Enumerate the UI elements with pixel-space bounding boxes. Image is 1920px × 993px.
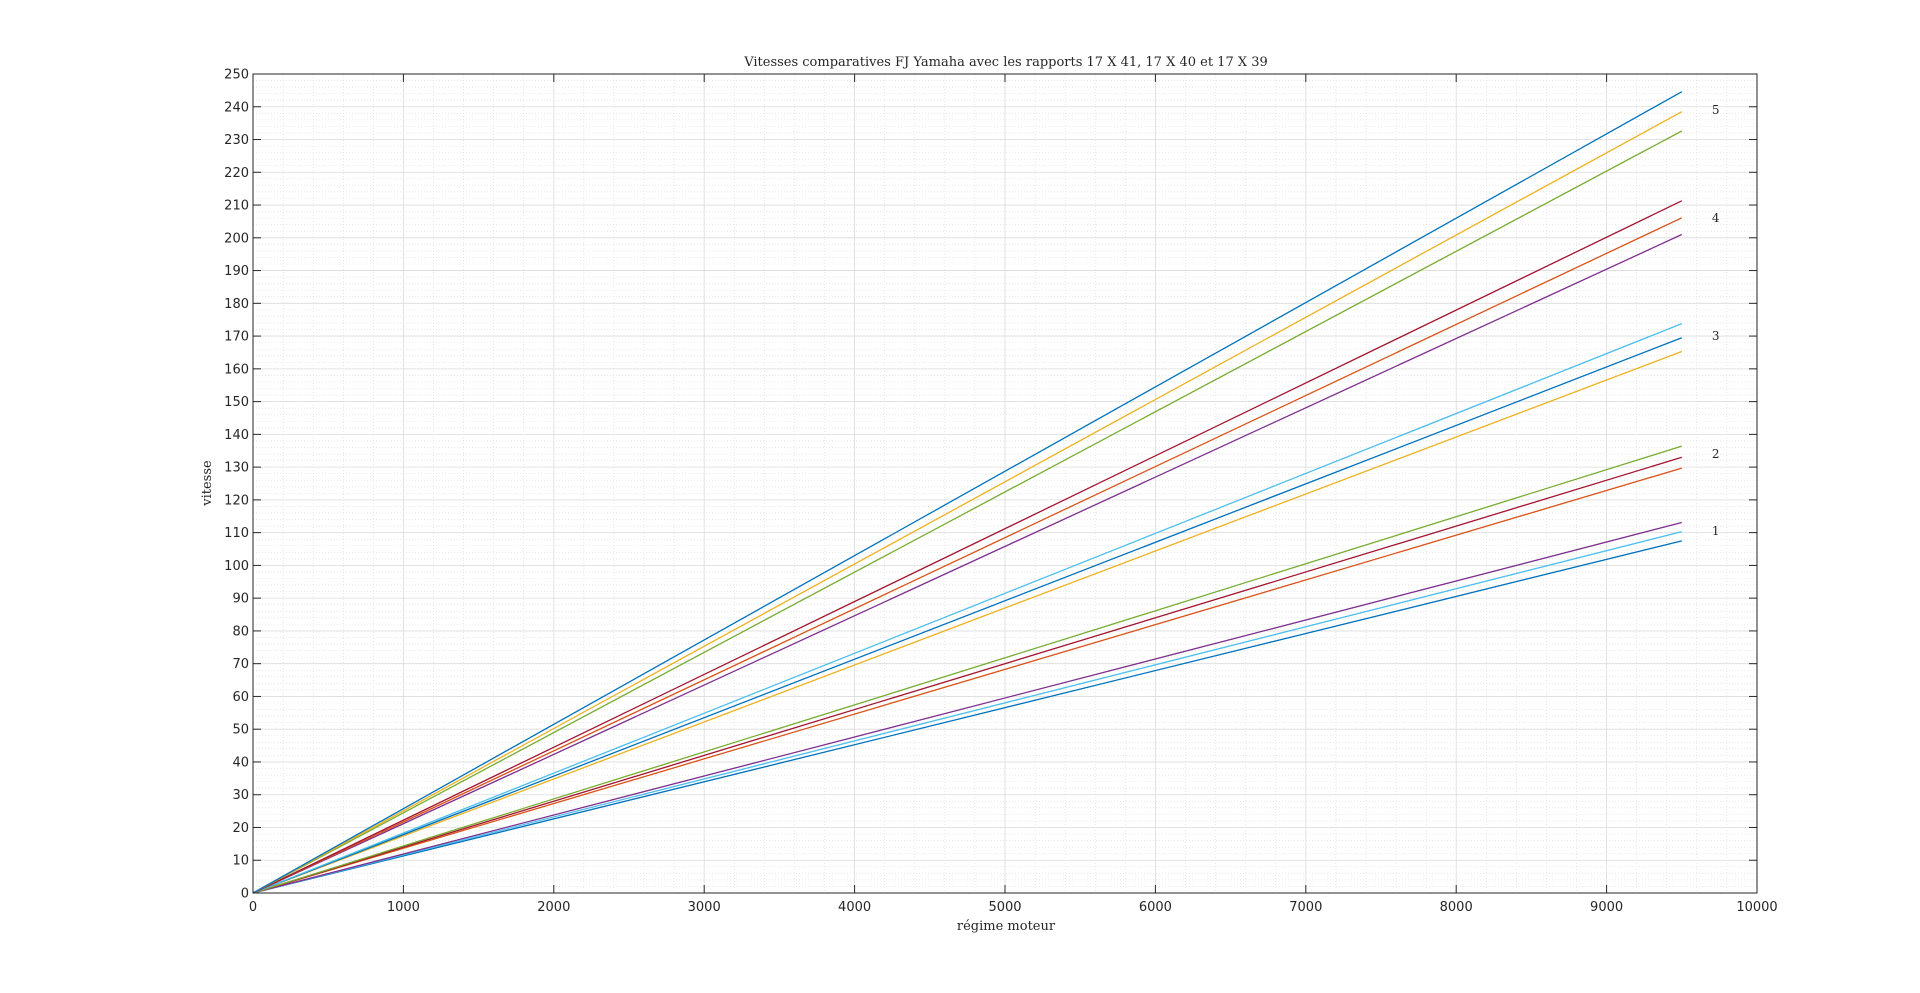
- x-tick-label: 4000: [838, 900, 871, 915]
- y-tick-label: 40: [232, 755, 249, 770]
- gear-label-2: 2: [1712, 447, 1720, 461]
- y-tick-label: 200: [224, 231, 249, 246]
- y-tick-label: 0: [241, 887, 249, 902]
- series-line-6: [252, 445, 1682, 894]
- y-tick-label: 30: [232, 788, 249, 803]
- series-line-4: [252, 467, 1682, 894]
- series-line-9: [252, 323, 1683, 894]
- x-tick-label: 10000: [1736, 900, 1777, 915]
- series-line-15: [252, 91, 1683, 894]
- y-tick-label: 220: [224, 166, 249, 181]
- series-line-13: [252, 130, 1683, 894]
- x-tick-label: 5000: [988, 900, 1021, 915]
- y-tick-label: 70: [232, 657, 249, 672]
- y-tick-label: 80: [232, 624, 249, 639]
- gear-label-3: 3: [1712, 329, 1720, 343]
- series-line-8: [252, 337, 1683, 894]
- y-tick-label: 150: [224, 395, 249, 410]
- gear-label-5: 5: [1712, 103, 1720, 117]
- y-tick-label: 10: [232, 854, 249, 869]
- y-tick-label: 230: [224, 133, 249, 148]
- y-tick-label: 20: [232, 821, 249, 836]
- chart-title: Vitesses comparatives FJ Yamaha avec les…: [743, 55, 1268, 70]
- x-axis-label: régime moteur: [957, 919, 1056, 934]
- y-tick-label: 120: [224, 493, 249, 508]
- y-tick-labels: 0 10 20 30 40 50 60 70 80 90 100 110 120 130 140 150 160…: [224, 68, 249, 902]
- plot-lines: [252, 91, 1683, 894]
- gear-label-1: 1: [1712, 524, 1720, 538]
- series-line-11: [252, 217, 1683, 894]
- x-tick-label: 1000: [387, 900, 420, 915]
- series-line-2: [252, 531, 1682, 894]
- y-tick-label: 190: [224, 264, 249, 279]
- y-tick-label: 90: [232, 592, 249, 607]
- y-tick-label: 160: [224, 362, 249, 377]
- series-line-1: [252, 540, 1682, 894]
- y-tick-label: 130: [224, 461, 249, 476]
- y-tick-label: 250: [224, 68, 249, 83]
- y-tick-label: 170: [224, 330, 249, 345]
- series-line-7: [252, 350, 1683, 894]
- y-tick-label: 210: [224, 199, 249, 214]
- y-tick-label: 140: [224, 428, 249, 443]
- series-line-10: [252, 233, 1683, 894]
- y-tick-label: 100: [224, 559, 249, 574]
- x-tick-labels: 0 1000 2000 3000 4000 5000 6000 7000 8000 9000 100…: [249, 900, 1778, 915]
- series-line-3: [252, 521, 1682, 894]
- y-tick-label: 180: [224, 297, 249, 312]
- x-tick-label: 0: [249, 900, 257, 915]
- series-line-14: [252, 111, 1683, 894]
- x-tick-label: 7000: [1289, 900, 1322, 915]
- x-tick-label: 9000: [1590, 900, 1623, 915]
- y-tick-label: 240: [224, 100, 249, 115]
- x-tick-label: 3000: [688, 900, 721, 915]
- gear-annotations: 1 2 3 4 5: [1712, 103, 1720, 538]
- series-line-5: [252, 456, 1682, 894]
- gear-label-4: 4: [1712, 211, 1720, 225]
- axis-ticks: [252, 73, 1758, 894]
- series-line-12: [252, 200, 1683, 894]
- x-tick-label: 6000: [1139, 900, 1172, 915]
- x-tick-label: 2000: [537, 900, 570, 915]
- x-tick-label: 8000: [1440, 900, 1473, 915]
- y-axis-label: vitesse: [200, 460, 215, 507]
- y-tick-label: 50: [232, 723, 249, 738]
- y-tick-label: 110: [224, 526, 249, 541]
- y-tick-label: 60: [232, 690, 249, 705]
